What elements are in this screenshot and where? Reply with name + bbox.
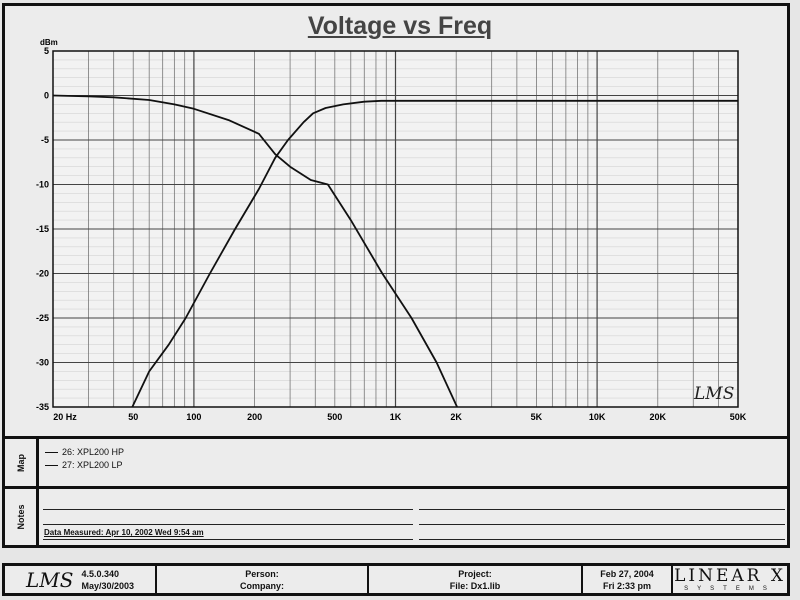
footer: LMS 4.5.0.340 May/30/2003 Person: Company:… <box>2 563 790 596</box>
y-axis-label: dBm <box>40 38 58 47</box>
footer-date: Feb 27, 2004 Fri 2:33 pm <box>583 566 673 593</box>
version-date: May/30/2003 <box>81 580 134 591</box>
y-tick-label: 0 <box>44 91 49 101</box>
x-tick-label: 2K <box>450 412 462 422</box>
y-tick-label: -15 <box>36 224 49 234</box>
x-tick-label: 1K <box>390 412 402 422</box>
map-side-label: Map <box>5 439 39 486</box>
x-tick-label: 50 <box>128 412 138 422</box>
chart-title: Voltage vs Freq <box>307 12 493 40</box>
footer-person: Person: Company: <box>157 566 369 593</box>
y-tick-label: -20 <box>36 269 49 279</box>
notes-label: Notes <box>15 504 26 530</box>
map-panel: Map 26: XPL200 HP 27: XPL200 LP <box>2 436 790 489</box>
legend-item-lp: 27: XPL200 LP <box>45 460 123 471</box>
person: Person: <box>245 568 279 579</box>
y-tick-label: 5 <box>44 46 49 56</box>
notes-panel: Notes Data Measured: Apr 10, 2002 Wed 9:… <box>2 486 790 548</box>
x-tick-label: 5K <box>531 412 543 422</box>
x-tick-label: 20K <box>650 412 667 422</box>
map-label: Map <box>15 453 26 472</box>
data-measured: Data Measured: Apr 10, 2002 Wed 9:54 am <box>44 528 204 537</box>
y-tick-label: -5 <box>41 135 49 145</box>
y-tick-label: -35 <box>36 402 49 412</box>
footer-version: LMS 4.5.0.340 May/30/2003 <box>5 566 157 593</box>
x-tick-label: 10K <box>589 412 606 422</box>
series-line-lp <box>52 94 458 408</box>
lms-watermark: LMS <box>693 384 734 404</box>
brand-sub: SYSTEMS <box>684 585 776 592</box>
date: Feb 27, 2004 <box>600 568 654 579</box>
company: Company: <box>239 580 284 591</box>
lms-logo: LMS <box>25 567 74 592</box>
legend-line <box>45 464 58 467</box>
footer-project: Project: File: Dx1.lib <box>369 566 583 593</box>
legend-line <box>45 451 58 454</box>
y-tick-label: -25 <box>36 313 49 323</box>
x-tick-label: 200 <box>247 412 262 422</box>
x-tick-label: 20 Hz <box>53 412 77 422</box>
y-tick-label: -10 <box>36 180 49 190</box>
x-tick-label: 50K <box>730 412 747 422</box>
legend-item-hp: 26: XPL200 HP <box>45 447 124 458</box>
time: Fri 2:33 pm <box>602 580 651 591</box>
legend-label: 27: XPL200 LP <box>62 460 123 470</box>
x-tick-label: 500 <box>327 412 342 422</box>
x-tick-label: 100 <box>186 412 201 422</box>
notes-side-label: Notes <box>5 489 39 545</box>
version: 4.5.0.340 <box>81 568 119 579</box>
y-tick-label: -30 <box>36 358 49 368</box>
file: File: Dx1.lib <box>449 580 501 591</box>
legend-label: 26: XPL200 HP <box>62 447 125 457</box>
linearx-logo: LINEAR X SYSTEMS <box>673 566 787 593</box>
plot-border <box>52 50 739 408</box>
series-line-hp <box>131 99 738 408</box>
brand-name: LINEAR X <box>674 565 786 586</box>
project: Project: <box>458 568 492 579</box>
